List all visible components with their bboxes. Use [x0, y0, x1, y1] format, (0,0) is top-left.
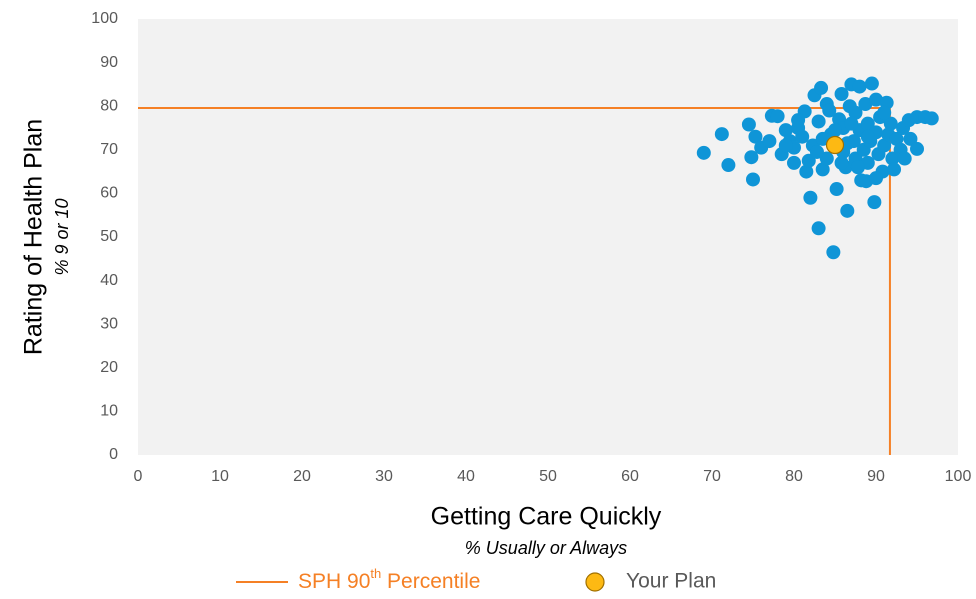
legend-label-part: SPH 90 [298, 570, 370, 593]
point [814, 80, 829, 95]
point [787, 155, 801, 170]
point [869, 92, 883, 107]
point [748, 129, 763, 144]
x-tick-label: 60 [621, 468, 639, 485]
point [887, 162, 902, 177]
point [850, 160, 865, 175]
point [883, 116, 898, 131]
point [869, 171, 883, 186]
point [834, 86, 849, 101]
y-tick-label: 80 [100, 97, 118, 114]
x-tick-label: 20 [293, 468, 311, 485]
y-tick-label: 0 [109, 446, 118, 463]
x-tick-label: 50 [539, 468, 557, 485]
legend-label-part: Percentile [381, 570, 480, 593]
x-tick-label: 100 [945, 468, 972, 485]
point [834, 155, 849, 170]
legend-label: Your Plan [626, 570, 716, 593]
x-axis-subtitle: % Usually or Always [465, 538, 627, 558]
point [910, 141, 924, 156]
point [714, 127, 729, 142]
point [770, 109, 785, 124]
point [815, 162, 830, 177]
point [860, 116, 875, 131]
y-axis-subtitle: % 9 or 10 [52, 198, 72, 275]
y-tick-label: 50 [100, 228, 118, 245]
point [828, 123, 842, 138]
x-tick-label: 70 [703, 468, 721, 485]
point [811, 114, 826, 129]
point [744, 150, 759, 165]
point [778, 123, 793, 138]
point [762, 134, 777, 149]
point [840, 203, 855, 218]
legend-label-sup: th [370, 566, 381, 581]
point [799, 164, 814, 179]
y-tick-label: 70 [100, 141, 118, 158]
point [803, 190, 818, 205]
point [795, 129, 810, 144]
x-tick-label: 0 [134, 468, 143, 485]
y-tick-label: 20 [100, 359, 118, 376]
legend-marker [585, 572, 605, 592]
point [829, 182, 844, 197]
point [924, 111, 939, 126]
x-tick-label: 40 [457, 468, 475, 485]
point [848, 105, 863, 120]
point [885, 151, 900, 166]
y-tick-label: 60 [100, 185, 118, 202]
point [778, 138, 793, 153]
y-axis-title: Rating of Health Plan [20, 119, 48, 355]
point [877, 138, 892, 153]
point [822, 103, 837, 118]
point [801, 153, 816, 168]
point [791, 113, 806, 128]
point [867, 195, 882, 210]
point [877, 105, 892, 120]
point [819, 151, 834, 166]
x-tick-label: 30 [375, 468, 393, 485]
y-tick-label: 100 [91, 10, 118, 27]
point [721, 158, 736, 173]
point [852, 79, 867, 94]
point [826, 245, 841, 260]
your-plan-point [825, 135, 845, 155]
point [858, 97, 873, 112]
y-tick-label: 10 [100, 403, 118, 420]
point [746, 172, 760, 187]
y-tick-label: 90 [100, 54, 118, 71]
plot-area [138, 19, 958, 455]
x-tick-label: 90 [867, 468, 885, 485]
point [897, 151, 912, 166]
y-tick-label: 30 [100, 315, 118, 332]
point [815, 131, 830, 146]
x-tick-label: 10 [211, 468, 229, 485]
point [741, 117, 756, 132]
point [844, 116, 859, 131]
y-tick-label: 40 [100, 272, 118, 289]
point [903, 131, 918, 146]
point [889, 131, 904, 146]
point [696, 145, 711, 160]
x-axis-title: Getting Care Quickly [431, 503, 662, 531]
point [860, 129, 875, 144]
point [811, 221, 826, 236]
legend-label: SPH 90th Percentile [298, 566, 480, 592]
x-tick-label: 80 [785, 468, 803, 485]
point [864, 76, 879, 91]
point [809, 144, 824, 159]
